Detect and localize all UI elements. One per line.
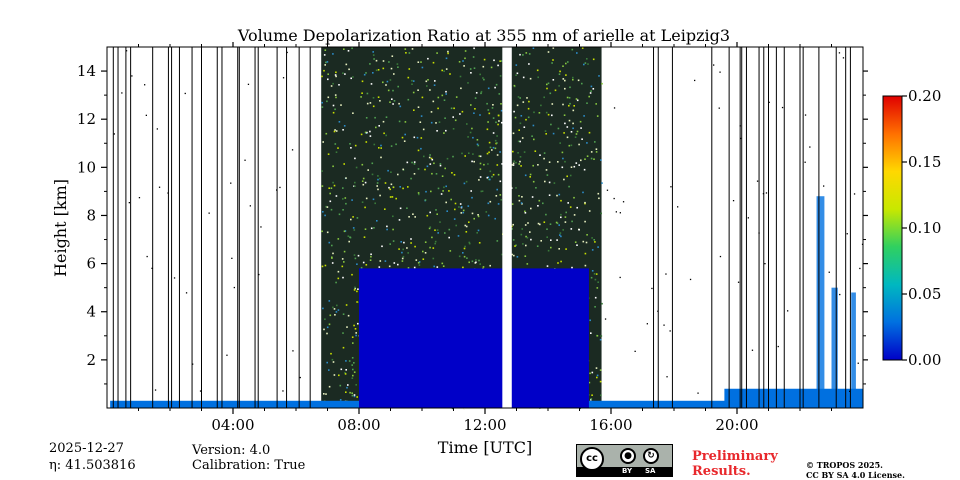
version-label: Version: 4.0	[192, 443, 271, 458]
badge-strip	[577, 467, 672, 476]
preliminary-results-notice: Preliminary Results.	[692, 449, 778, 479]
noise-speckle	[321, 47, 603, 410]
attribution-person-icon: ●	[620, 448, 636, 464]
y-axis-label: Height [km]	[51, 179, 70, 277]
colorbar-tick-label-0: 0.00	[908, 351, 941, 369]
cloud-column-2	[851, 292, 856, 408]
colorbar-tick-label-2: 0.10	[908, 219, 941, 237]
preliminary-line-2: Results.	[692, 464, 751, 479]
badge-by-label: BY	[622, 467, 633, 475]
share-alike-icon: ↻	[643, 448, 659, 464]
plot-axes: 04:00 08:00 12:00 16:00 20:00 2 4 6 8 10 12 14	[77, 42, 868, 434]
colorbar-tick-label-3: 0.15	[908, 153, 941, 171]
cc-by-sa-license-badge: cc ● ↻ BY SA	[576, 444, 673, 477]
y-tick-label-1: 4	[86, 303, 96, 321]
profile-gap-lines	[112, 47, 851, 408]
creative-commons-icon: cc	[580, 447, 604, 471]
x-tick-label-3: 16:00	[589, 416, 632, 434]
colorbar: 0.00 0.05 0.10 0.15 0.20	[882, 87, 941, 369]
y-tick-label-6: 14	[77, 62, 96, 80]
colorbar-tick-label-4: 0.20	[908, 87, 941, 105]
heatmap-plot	[110, 47, 864, 410]
badge-sa-label: SA	[645, 467, 656, 475]
colorbar-tick-label-1: 0.05	[908, 285, 941, 303]
cloud-column-0	[816, 196, 825, 408]
copyright-notice: © TROPOS 2025. CC BY SA 4.0 License.	[806, 460, 905, 480]
region-dense-signal-block	[359, 268, 589, 408]
chart-title: Volume Depolarization Ratio at 355 nm of…	[237, 26, 730, 45]
y-tick-label-0: 2	[86, 351, 96, 369]
cloud-column-1	[831, 287, 838, 408]
calibration-label: Calibration: True	[192, 458, 306, 473]
y-tick-label-3: 8	[86, 206, 96, 224]
measurement-date: 2025-12-27	[49, 441, 124, 456]
y-tick-label-2: 6	[86, 255, 96, 273]
x-tick-label-4: 20:00	[715, 416, 758, 434]
colorbar-gradient	[882, 95, 903, 361]
y-tick-label-4: 10	[77, 158, 96, 176]
copyright-line-2: CC BY SA 4.0 License.	[806, 470, 905, 480]
eta-value: η: 41.503816	[49, 458, 136, 473]
preliminary-line-1: Preliminary	[692, 449, 778, 464]
copyright-line-1: © TROPOS 2025.	[806, 460, 883, 470]
x-tick-label-0: 04:00	[211, 416, 254, 434]
x-axis-label: Time [UTC]	[438, 438, 532, 457]
x-tick-label-2: 12:00	[463, 416, 506, 434]
region-evening-layer	[724, 388, 863, 408]
y-tick-label-5: 12	[77, 110, 96, 128]
data-gap	[502, 47, 512, 408]
x-tick-label-1: 08:00	[337, 416, 380, 434]
